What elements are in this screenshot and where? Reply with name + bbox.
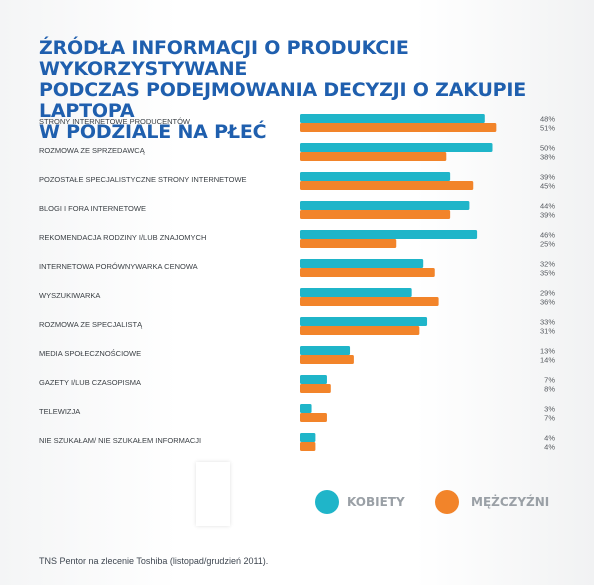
legend-swatch-men [435, 490, 459, 514]
bar-men [300, 297, 439, 306]
legend-item-women: KOBIETY [315, 490, 405, 514]
category-label: ROZMOWA ZE SPRZEDAWCĄ [39, 146, 146, 155]
value-label: 3% [544, 405, 555, 414]
bar-women [300, 172, 451, 181]
chart-row: POZOSTAŁE SPECJALISTYCZNE STRONY INTERNE… [39, 172, 555, 191]
value-label: 35% [540, 269, 555, 278]
bar-women [300, 346, 351, 355]
value-label: 29% [540, 289, 555, 298]
legend-placeholder-box [196, 462, 230, 526]
value-label: 50% [540, 144, 555, 153]
value-label: 14% [540, 356, 555, 365]
value-label: 45% [540, 182, 555, 191]
bar-women [300, 433, 316, 442]
bar-women [300, 201, 470, 210]
bar-men [300, 384, 331, 393]
chart-row: REKOMENDACJA RODZINY I/LUB ZNAJOMYCH 46%2… [39, 230, 555, 249]
value-label: 13% [540, 347, 555, 356]
bar-men [300, 152, 447, 161]
category-label: TELEWIZJA [39, 407, 80, 416]
legend-swatch-women [315, 490, 339, 514]
bar-women [300, 143, 493, 152]
bar-men [300, 442, 316, 451]
bar-men [300, 355, 354, 364]
chart-row: STRONY INTERNETOWE PRODUCENTÓW 48%51% [39, 114, 555, 133]
value-label: 33% [540, 318, 555, 327]
chart-row: GAZETY I/LUB CZASOPISMA 7%8% [39, 375, 555, 394]
category-label: BLOGI I FORA INTERNETOWE [39, 204, 146, 213]
value-label: 46% [540, 231, 555, 240]
category-label: REKOMENDACJA RODZINY I/LUB ZNAJOMYCH [39, 233, 206, 242]
chart-row: ROZMOWA ZE SPRZEDAWCĄ 50%38% [39, 143, 555, 162]
title-line-2: PODCZAS PODEJMOWANIA DECYZJI O ZAKUPIE L… [39, 79, 527, 122]
category-label: MEDIA SPOŁECZNOŚCIOWE [39, 349, 141, 358]
value-label: 4% [544, 443, 555, 452]
value-label: 44% [540, 202, 555, 211]
chart-row: WYSZUKIWARKA 29%36% [39, 288, 555, 307]
bar-men [300, 181, 474, 190]
legend-label-men: MĘŻCZYŹNI [471, 495, 550, 509]
chart-row: NIE SZUKAŁAM/ NIE SZUKAŁEM INFORMACJI 4%4… [39, 433, 555, 452]
bar-men [300, 210, 451, 219]
value-label: 39% [540, 211, 555, 220]
bar-women [300, 288, 412, 297]
category-label: ROZMOWA ZE SPECJALISTĄ [39, 320, 143, 329]
bar-women [300, 375, 327, 384]
chart-row: MEDIA SPOŁECZNOŚCIOWE 13%14% [39, 346, 555, 365]
category-label: NIE SZUKAŁAM/ NIE SZUKAŁEM INFORMACJI [39, 436, 201, 445]
bar-women [300, 230, 478, 239]
chart-row: ROZMOWA ZE SPECJALISTĄ 33%31% [39, 317, 555, 336]
legend-label-women: KOBIETY [347, 495, 405, 509]
title-line-3: W PODZIALE NA PŁEĆ [39, 121, 267, 143]
source-note: TNS Pentor na zlecenie Toshiba (listopad… [39, 556, 269, 566]
value-label: 38% [540, 153, 555, 162]
bar-men [300, 413, 327, 422]
legend-item-men: MĘŻCZYŹNI [435, 490, 549, 514]
bar-men [300, 239, 397, 248]
chart-row: BLOGI I FORA INTERNETOWE 44%39% [39, 201, 555, 220]
chart-row: TELEWIZJA 3%7% [39, 404, 555, 423]
bar-men [300, 326, 420, 335]
category-label: STRONY INTERNETOWE PRODUCENTÓW [39, 117, 191, 126]
bar-men [300, 123, 497, 132]
bar-women [300, 259, 424, 268]
value-label: 36% [540, 298, 555, 307]
value-label: 7% [544, 376, 555, 385]
value-label: 4% [544, 434, 555, 443]
value-label: 48% [540, 115, 555, 124]
value-label: 39% [540, 173, 555, 182]
bar-men [300, 268, 435, 277]
bar-women [300, 404, 312, 413]
category-label: INTERNETOWA PORÓWNYWARKA CENOWA [39, 262, 198, 271]
value-label: 31% [540, 327, 555, 336]
value-label: 32% [540, 260, 555, 269]
category-label: GAZETY I/LUB CZASOPISMA [39, 378, 141, 387]
value-label: 7% [544, 414, 555, 423]
chart-row: INTERNETOWA PORÓWNYWARKA CENOWA 32%35% [39, 259, 555, 278]
chart-title: ŹRÓDŁA INFORMACJI O PRODUKCIE WYKORZYSTY… [39, 38, 579, 143]
title-line-1: ŹRÓDŁA INFORMACJI O PRODUKCIE WYKORZYSTY… [39, 37, 409, 80]
category-label: POZOSTAŁE SPECJALISTYCZNE STRONY INTERNE… [39, 175, 247, 184]
bar-women [300, 114, 485, 123]
category-label: WYSZUKIWARKA [39, 291, 100, 300]
value-label: 25% [540, 240, 555, 249]
value-label: 51% [540, 124, 555, 133]
value-label: 8% [544, 385, 555, 394]
bar-women [300, 317, 428, 326]
